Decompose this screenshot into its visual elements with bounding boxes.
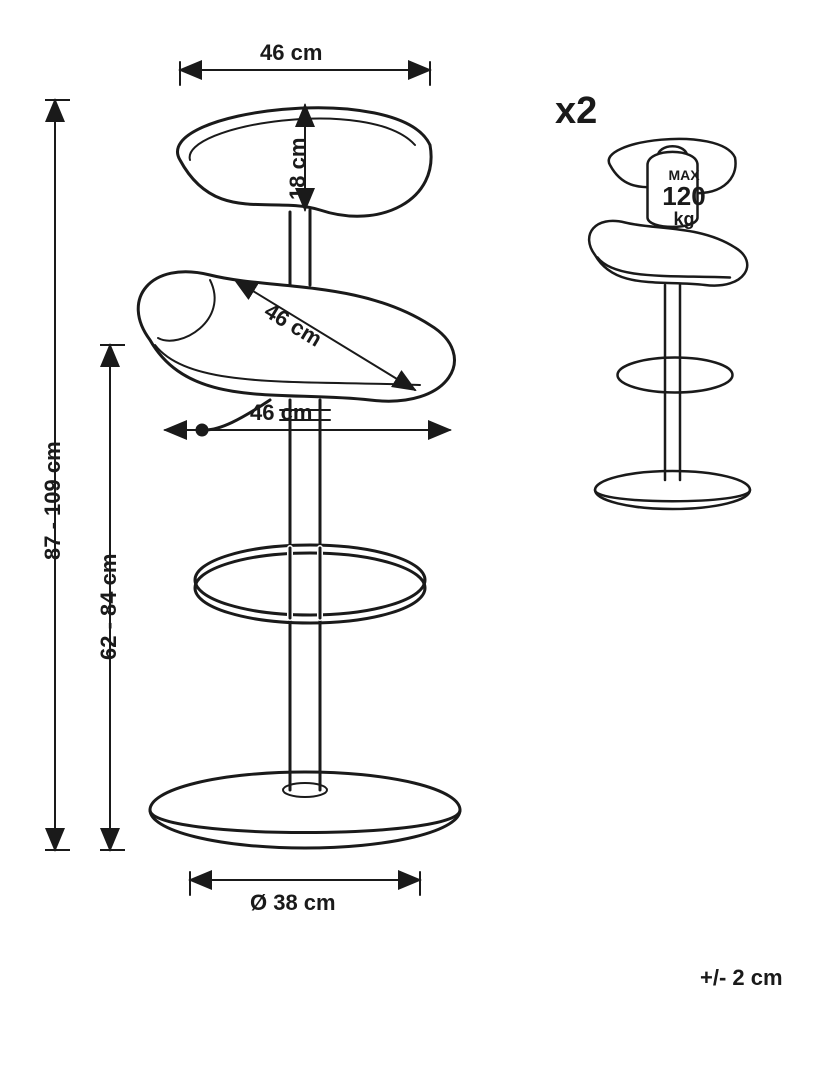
dim-base-diameter: Ø 38 cm (250, 890, 336, 916)
dim-seat-width: 46 cm (250, 400, 312, 426)
dim-seat-height: 62 - 84 cm (96, 554, 122, 660)
max-load-value: 120 (654, 183, 714, 210)
quantity-label: x2 (555, 90, 597, 133)
max-load-box: MAX 120 kg (654, 168, 714, 229)
dim-overall-height: 87 - 109 cm (40, 441, 66, 560)
dim-backrest-height: 18 cm (285, 138, 311, 200)
tolerance-label: +/- 2 cm (700, 965, 783, 991)
dim-backrest-width: 46 cm (260, 40, 322, 66)
drawing-svg (0, 0, 830, 1080)
max-load-unit: kg (654, 210, 714, 229)
diagram-canvas: 46 cm 18 cm 46 cm 46 cm Ø 38 cm 87 - 109… (0, 0, 830, 1080)
